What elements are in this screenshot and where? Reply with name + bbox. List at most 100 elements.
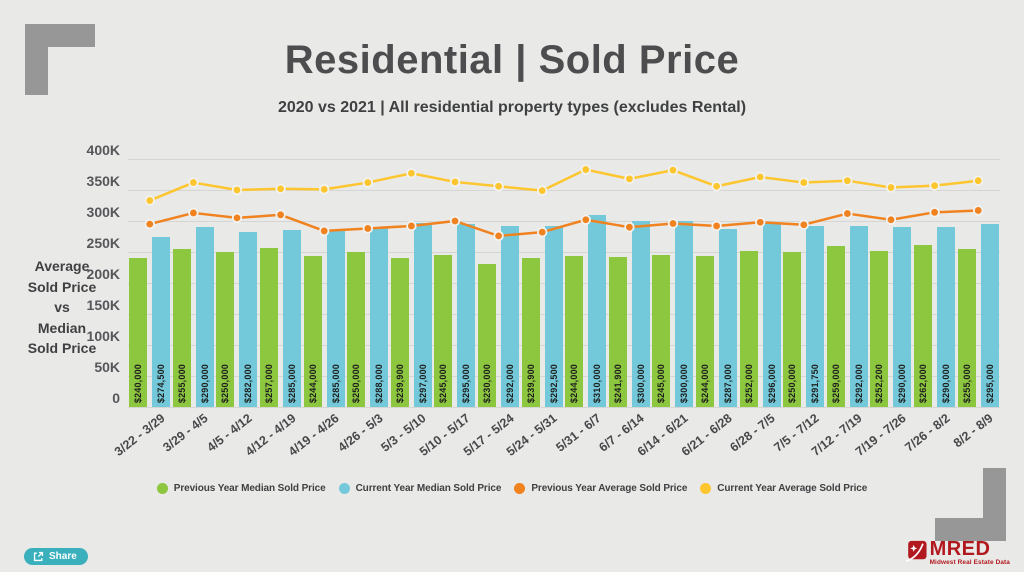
line-marker[interactable] — [711, 220, 722, 232]
bar[interactable]: $290,000 — [195, 227, 214, 407]
bar[interactable]: $245,000 — [434, 255, 453, 407]
bar[interactable]: $300,000 — [675, 221, 694, 407]
bar-group: $250,000 $291,750 — [782, 226, 826, 407]
bar[interactable]: $292,000 — [849, 225, 868, 407]
line-marker[interactable] — [667, 164, 679, 176]
line-marker[interactable] — [537, 226, 548, 238]
line-marker[interactable] — [493, 230, 504, 242]
bar[interactable]: $296,000 — [762, 223, 781, 407]
bar-group: $257,000 $285,000 — [259, 230, 303, 407]
legend-item[interactable]: Current Year Median Sold Price — [338, 483, 501, 494]
bar[interactable]: $244,000 — [696, 255, 715, 407]
line-marker[interactable] — [973, 175, 984, 186]
y-axis-title-line: Average — [34, 258, 90, 274]
line-marker[interactable] — [929, 207, 940, 218]
bar[interactable]: $295,000 — [980, 224, 999, 407]
legend-item[interactable]: Previous Year Average Sold Price — [514, 483, 687, 494]
plot-area: $240,000 $274,500 $255,000 $290,000 $250,000… — [128, 159, 1000, 408]
bar[interactable]: $288,000 — [370, 228, 389, 407]
bar[interactable]: $285,000 — [283, 230, 302, 407]
bar[interactable]: $300,000 — [631, 221, 650, 407]
line-marker[interactable] — [188, 207, 199, 219]
line-marker[interactable] — [144, 218, 156, 230]
line-marker[interactable] — [493, 181, 504, 192]
line-marker[interactable] — [318, 184, 330, 195]
line-marker[interactable] — [842, 175, 853, 186]
share-button[interactable]: Share — [24, 548, 88, 565]
bar[interactable]: $262,000 — [913, 244, 932, 407]
line-marker[interactable] — [275, 209, 286, 221]
bar[interactable]: $290,000 — [893, 227, 912, 407]
bar[interactable]: $285,000 — [326, 230, 345, 407]
legend-item[interactable]: Current Year Average Sold Price — [700, 483, 867, 494]
line-marker[interactable] — [449, 176, 461, 188]
line-marker[interactable] — [188, 177, 199, 188]
bar[interactable]: $252,200 — [870, 250, 889, 407]
line-marker[interactable] — [798, 177, 810, 188]
line-marker[interactable] — [362, 177, 374, 188]
line-marker[interactable] — [624, 221, 635, 233]
line-marker[interactable] — [885, 214, 897, 225]
bar[interactable]: $290,000 — [936, 227, 955, 407]
y-tick-label: 50K — [94, 359, 120, 375]
y-tick-label: 400K — [86, 142, 120, 158]
gridline — [128, 376, 1000, 377]
bar[interactable]: $250,000 — [216, 252, 235, 407]
bar[interactable]: $250,000 — [783, 252, 802, 407]
bar[interactable]: $274,500 — [152, 236, 171, 407]
line-marker[interactable] — [885, 182, 897, 193]
bar[interactable]: $252,000 — [739, 250, 758, 407]
lines-layer — [144, 164, 984, 242]
bar[interactable]: $287,000 — [719, 229, 738, 407]
corner-decoration-top-left — [25, 24, 48, 95]
bar[interactable]: $255,000 — [957, 248, 976, 407]
line-marker[interactable] — [231, 212, 243, 224]
bar[interactable]: $282,000 — [239, 232, 258, 407]
line-marker[interactable] — [318, 225, 330, 237]
bar[interactable]: $259,000 — [826, 246, 845, 407]
line-marker[interactable] — [798, 219, 810, 230]
line-marker[interactable] — [929, 180, 940, 191]
bar[interactable]: $239,900 — [390, 258, 409, 407]
bar[interactable]: $230,000 — [478, 264, 497, 407]
bar[interactable]: $292,500 — [544, 225, 563, 407]
bar[interactable]: $239,900 — [521, 258, 540, 407]
line-marker[interactable] — [362, 223, 374, 234]
bar[interactable]: $292,000 — [501, 225, 520, 407]
line-marker[interactable] — [406, 220, 417, 232]
bar[interactable]: $244,000 — [303, 255, 322, 407]
bar[interactable]: $297,000 — [413, 222, 432, 407]
line-marker[interactable] — [755, 217, 766, 228]
share-icon — [33, 551, 44, 562]
line-marker[interactable] — [667, 218, 679, 229]
bar[interactable]: $244,000 — [565, 255, 584, 407]
bar[interactable]: $241,900 — [608, 257, 627, 407]
line-marker[interactable] — [144, 195, 156, 206]
line-marker[interactable] — [711, 181, 722, 192]
bar-group: $250,000 $282,000 — [215, 232, 259, 407]
line-marker[interactable] — [406, 168, 417, 179]
line-marker[interactable] — [755, 171, 766, 183]
corner-decoration-bottom-right — [983, 468, 1006, 541]
line-marker[interactable] — [842, 208, 853, 219]
bar[interactable]: $310,000 — [588, 214, 607, 407]
bar[interactable]: $250,000 — [347, 252, 366, 407]
bar[interactable]: $240,000 — [129, 258, 148, 407]
line-marker[interactable] — [537, 185, 548, 196]
line-marker[interactable] — [231, 184, 243, 196]
bar[interactable]: $257,000 — [260, 247, 279, 407]
line-marker[interactable] — [973, 205, 984, 216]
line-marker[interactable] — [580, 214, 592, 225]
line-marker[interactable] — [275, 183, 286, 194]
line-marker[interactable] — [580, 164, 592, 175]
bar[interactable]: $255,000 — [172, 248, 191, 407]
bar-group: $239,900 $292,500 — [520, 225, 564, 407]
line-marker[interactable] — [624, 173, 635, 185]
legend-item[interactable]: Previous Year Median Sold Price — [156, 483, 326, 494]
line-marker[interactable] — [449, 215, 461, 227]
x-axis: 3/22 - 3/29 3/29 - 4/5 4/5 - 4/12 4/12 - 4/… — [112, 411, 1000, 477]
bar[interactable]: $291,750 — [806, 226, 825, 407]
bar[interactable]: $295,000 — [457, 224, 476, 407]
gridline — [128, 283, 1000, 284]
bar[interactable]: $245,000 — [652, 255, 671, 407]
